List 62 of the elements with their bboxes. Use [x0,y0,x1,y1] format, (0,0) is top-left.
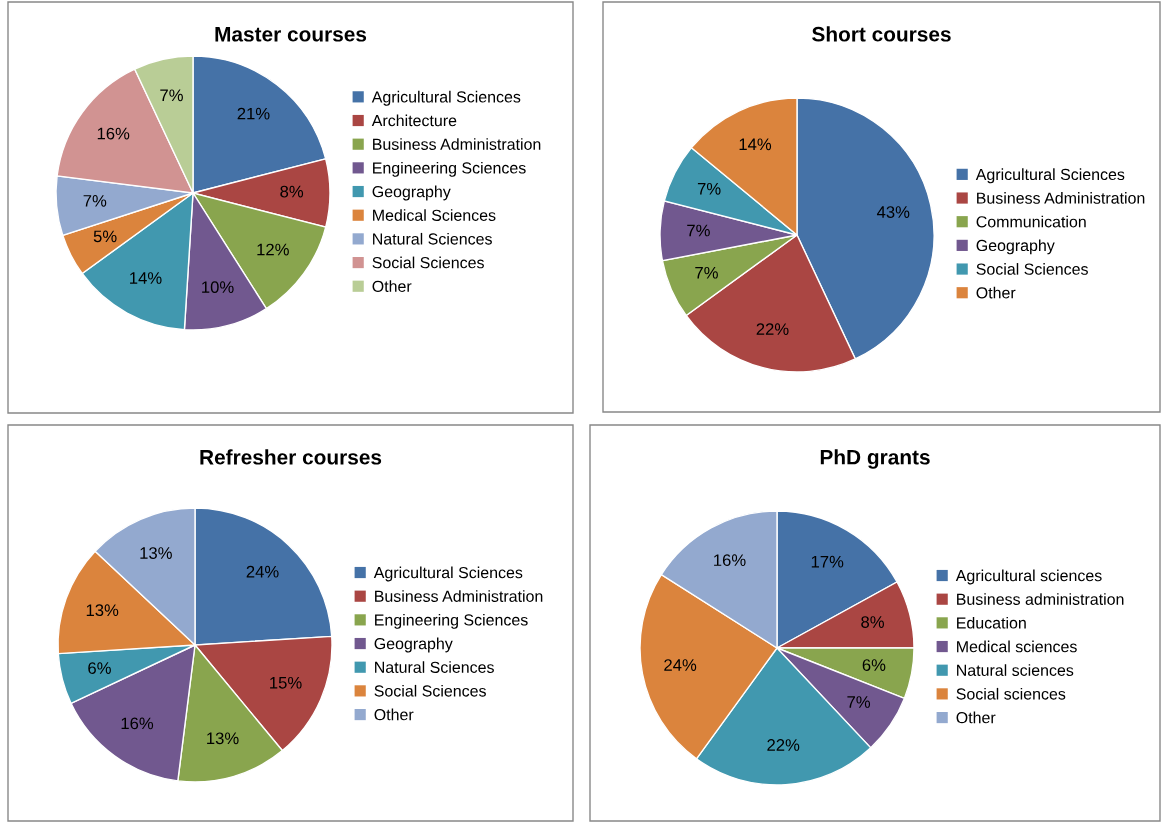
data-label: 16% [714,554,746,567]
chart-title: Refresher courses [200,449,382,465]
legend-label: Communication [976,215,1086,228]
data-label: 7% [160,89,183,102]
legend-label: Education [957,616,1026,629]
data-label: 7% [687,224,710,237]
data-label: 6% [88,662,111,674]
legend-label: Business Administration [375,590,543,602]
data-label: 7% [695,266,718,279]
legend-label: Business Administration [373,138,541,150]
data-label: 16% [121,717,154,730]
data-label: 17% [811,555,844,568]
chart-title: Master courses [215,27,367,42]
data-label: 13% [86,604,119,617]
data-label: 22% [767,739,800,751]
data-label: 7% [697,182,721,195]
data-label: 8% [280,185,304,198]
data-label: 24% [664,659,697,671]
legend-label: Natural Sciences [375,661,494,673]
legend-label: Engineering Sciences [375,613,528,629]
legend-label: Agricultural Sciences [975,168,1125,184]
chart-title: PhD grants [820,449,930,469]
data-label: 43% [876,206,910,218]
legend-label: Social Sciences [374,684,486,697]
data-label: 12% [257,243,289,256]
legend-label: Other [372,280,412,292]
data-label: 24% [246,565,279,578]
data-label: 22% [756,323,789,335]
data-label: 6% [862,659,886,671]
data-label: 13% [140,547,172,559]
legend-label: Agricultural Sciences [371,90,521,106]
legend-label: Social Sciences [372,256,484,269]
data-label: 21% [237,107,270,120]
legend-label: Architecture [371,114,457,127]
legend-label: Medical sciences [957,640,1077,653]
data-label: 14% [130,272,162,284]
legend-label: Natural sciences [957,664,1074,676]
legend-label: Other [956,711,996,724]
legend-label: Other [374,708,414,721]
legend-label: Agricultural Sciences [373,566,523,582]
chart-title: Short courses [812,26,951,42]
legend-label: Natural Sciences [373,232,492,245]
data-label: 10% [202,281,234,294]
legend-label: Medical Sciences [373,209,496,221]
data-label: 15% [270,676,302,689]
legend-label: Social sciences [956,687,1066,700]
data-label: 16% [97,127,130,140]
legend-label: Geography [374,637,453,653]
legend-label: Other [976,286,1016,299]
data-label: 7% [83,195,107,207]
legend-label: Business administration [957,593,1124,605]
legend-label: Geography [372,185,451,201]
legend-label: Geography [976,239,1055,255]
legend-label: Engineering Sciences [373,161,526,177]
legend-label: Business Administration [977,192,1145,204]
data-label: 8% [861,616,884,628]
data-label: 13% [207,732,239,745]
data-label: 7% [847,696,871,708]
data-label: 14% [739,138,772,151]
legend-label: Social Sciences [976,263,1088,275]
legend-label: Agricultural sciences [955,569,1102,585]
data-label: 5% [93,230,117,243]
